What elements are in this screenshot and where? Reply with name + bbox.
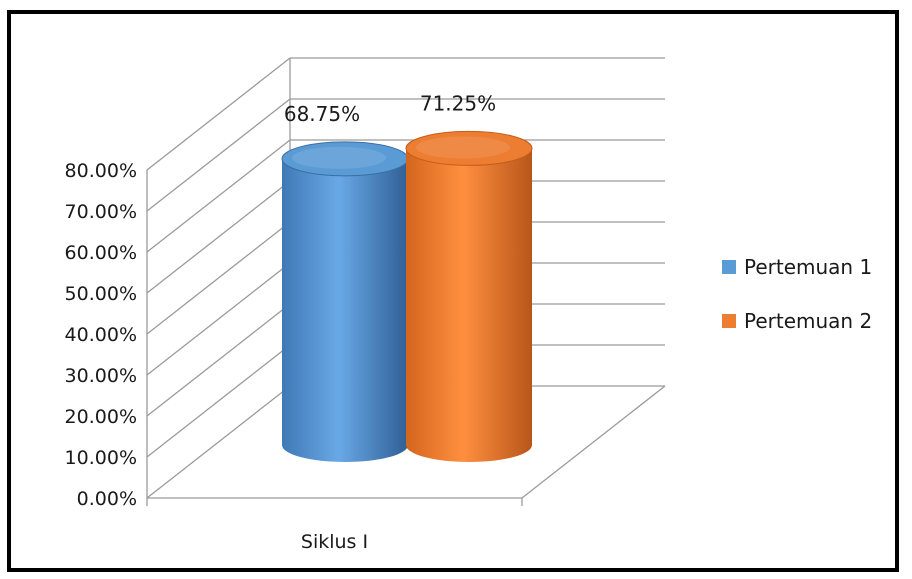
- bar-pertemuan-1: [282, 142, 408, 462]
- data-label-0: 68.75%: [284, 102, 360, 126]
- y-tick-label-2: 20.00%: [65, 406, 137, 428]
- x-tick-label-0: Siklus I: [301, 531, 368, 553]
- y-tick-label-3: 30.00%: [65, 365, 137, 387]
- side-wall-gridline-1: [147, 345, 290, 457]
- bar-top-highlight: [416, 136, 510, 158]
- bars: [282, 131, 532, 462]
- side-wall-gridline-7: [147, 99, 290, 211]
- side-wall-gridline-8: [147, 58, 290, 170]
- data-labels: 68.75% 71.25%: [284, 91, 496, 125]
- legend: Pertemuan 1 Pertemuan 2: [722, 255, 872, 333]
- legend-label: Pertemuan 1: [744, 255, 872, 279]
- side-wall-gridline-2: [147, 304, 290, 416]
- bar-pertemuan-2: [406, 131, 532, 462]
- y-tick-label-1: 10.00%: [65, 447, 137, 469]
- data-label-1: 71.25%: [420, 91, 496, 115]
- y-tick-label-6: 60.00%: [65, 242, 137, 264]
- y-tick-label-8: 80.00%: [65, 160, 137, 182]
- y-axis: 0.00% 10.00% 20.00% 30.00% 40.00% 50.00% 60.00…: [65, 160, 137, 510]
- side-wall-gridline-6: [147, 140, 290, 252]
- bar-body: [282, 159, 408, 462]
- x-axis: Siklus I: [147, 498, 522, 553]
- legend-item-1: Pertemuan 1: [722, 255, 872, 279]
- bar-top-highlight: [292, 147, 386, 169]
- legend-swatch: [722, 260, 736, 274]
- y-tick-label-5: 50.00%: [65, 283, 137, 305]
- legend-swatch: [722, 314, 736, 328]
- bar-body: [406, 148, 532, 462]
- side-wall-gridline-0: [147, 386, 290, 498]
- y-tick-label-7: 70.00%: [65, 201, 137, 223]
- legend-label: Pertemuan 2: [744, 309, 872, 333]
- side-wall-gridline-4: [147, 222, 290, 334]
- y-tick-label-0: 0.00%: [77, 488, 137, 510]
- side-wall-gridline-3: [147, 263, 290, 375]
- legend-item-2: Pertemuan 2: [722, 309, 872, 333]
- y-tick-label-4: 40.00%: [65, 324, 137, 346]
- side-wall-gridline-5: [147, 181, 290, 293]
